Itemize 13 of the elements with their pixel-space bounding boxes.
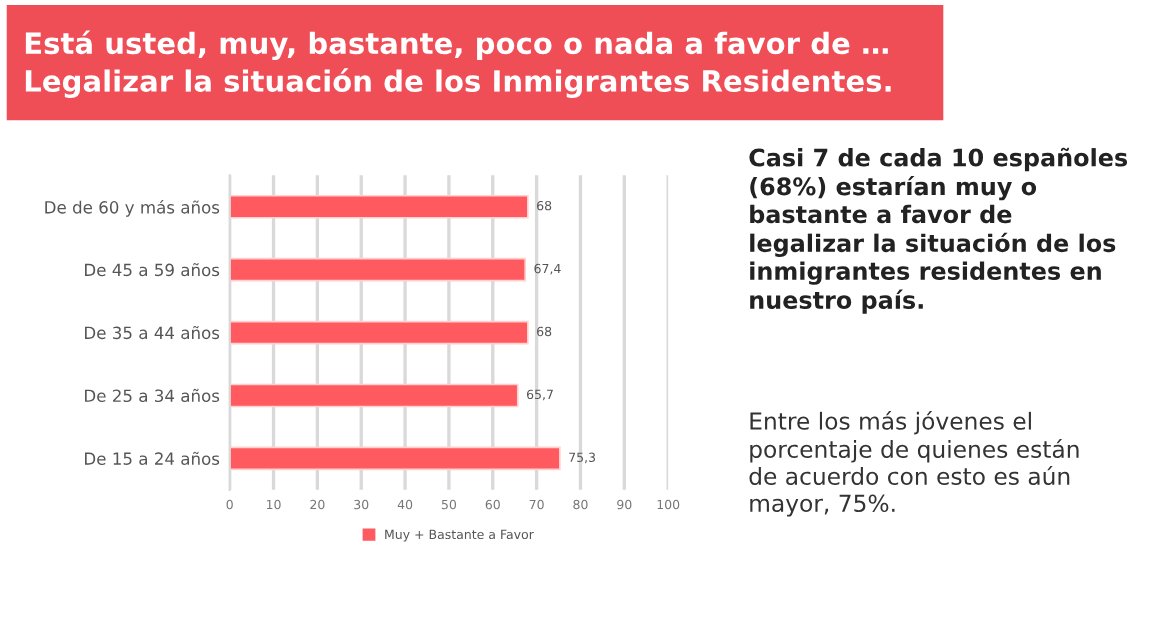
bar [229,446,561,471]
y-tick-label: De 45 a 59 años [85,263,220,277]
bar [229,383,519,408]
y-tick-label: De de 60 y más años [45,200,220,217]
text: Entre los más jóvenes el porcentaje de quienes están de acuerdo con esto es aún mayor, 75%. [749,410,1079,517]
y-tick-label: De 15 a 24 años [85,451,220,465]
y-tick-label: De 35 a 44 años [85,325,220,340]
bar [229,194,529,219]
chart-title: Está usted, muy, bastante, poco o nada a favor de … Legalizar la situación de los Inmigrantes Residentes. [25,30,891,98]
bar [229,320,529,345]
text: Casi 7 de cada 10 españoles (68%) estarían muy o bastante a favor de legalizar la situación de los inmigrantes residentes en nuestro país. [749,147,1128,314]
bar [229,257,527,282]
y-tick-label: De 25 a 34 años [85,388,220,403]
